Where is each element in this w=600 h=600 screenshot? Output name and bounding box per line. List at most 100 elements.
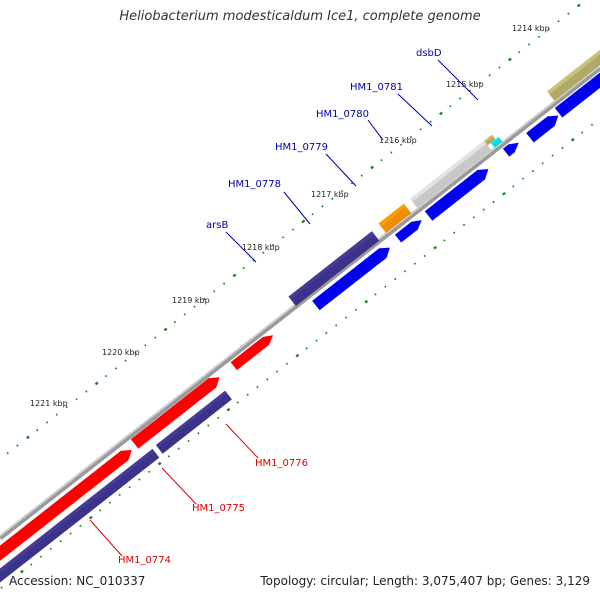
kbp-dot-121 [374, 293, 377, 296]
kbp-dot-17 [65, 405, 68, 409]
gene-orange-1[interactable] [378, 203, 412, 233]
gene-olive-small-body [484, 134, 496, 146]
kbp-dot-104 [207, 424, 210, 427]
gene-gray-1-bevel [410, 140, 487, 202]
kbp-label-1219: 1219 kbp [172, 296, 210, 305]
gene-navy-1-bevel [0, 448, 155, 574]
kbp-dot-56 [449, 105, 452, 108]
kbp-dot-60 [488, 74, 491, 77]
gene-label-HM1_0774[interactable]: HM1_0774 [118, 555, 171, 566]
kbp-dot-89 [59, 539, 62, 543]
kbp-dot-25 [144, 344, 147, 347]
kbp-dot-32 [213, 290, 216, 293]
kbp-dot-98 [148, 470, 151, 474]
kbp-dot-136 [521, 177, 525, 180]
kbp-dot-92 [88, 515, 93, 520]
kbp-dot-100 [167, 455, 171, 458]
gene-blue-6[interactable] [554, 65, 600, 118]
gene-gray-1[interactable] [410, 140, 492, 209]
leader-line-8 [89, 519, 123, 557]
gene-navy-3-body [288, 231, 380, 306]
kbp-dot-23 [124, 359, 127, 362]
kbp-dot-26 [154, 336, 157, 339]
gene-label-HM1_0781[interactable]: HM1_0781 [350, 82, 403, 93]
gene-label-HM1_0778[interactable]: HM1_0778 [228, 179, 281, 190]
gene-red-2[interactable] [130, 377, 220, 449]
kbp-dot-66 [547, 27, 550, 31]
kbp-dot-52 [409, 135, 413, 139]
kbp-dot-141 [570, 137, 575, 142]
kbp-dot-40 [291, 228, 295, 231]
kbp-dot-97 [138, 478, 141, 481]
kbp-dot-88 [49, 547, 53, 551]
kbp-dot-55 [439, 111, 443, 116]
gene-label-dsbD[interactable]: dsbD [416, 48, 442, 59]
gene-navy-2-body [155, 390, 232, 454]
kbp-dot-106 [226, 407, 231, 412]
gene-orange-1-body [378, 203, 412, 233]
kbp-dot-54 [429, 120, 432, 123]
gene-olive-small-bevel [484, 134, 494, 143]
gene-navy-2[interactable] [155, 390, 232, 454]
gene-olive-small[interactable] [484, 134, 496, 146]
gene-cyan-1[interactable] [490, 136, 503, 148]
kbp-dot-122 [384, 285, 387, 288]
kbp-dot-59 [478, 81, 482, 85]
kbp-dot-57 [458, 97, 462, 100]
kbp-dot-49 [380, 158, 383, 162]
kbp-dot-128 [443, 239, 446, 242]
gene-red-3[interactable] [230, 335, 274, 371]
gene-blue-3[interactable] [424, 169, 489, 221]
kbp-dot-133 [492, 200, 495, 204]
leader-line-1 [397, 93, 433, 127]
gene-label-HM1_0775[interactable]: HM1_0775 [192, 503, 245, 514]
kbp-dot-62 [507, 57, 512, 62]
leader-line-7 [161, 467, 197, 505]
kbp-dot-83 [0, 586, 3, 589]
gene-navy-1[interactable] [0, 448, 160, 600]
kbp-dot-53 [419, 128, 422, 131]
kbp-dot-84 [10, 578, 13, 582]
kbp-dot-137 [531, 169, 535, 173]
gene-navy-3[interactable] [288, 231, 380, 306]
kbp-dot-67 [557, 20, 560, 23]
kbp-dot-108 [246, 393, 249, 396]
gene-cyan-1-bevel [490, 136, 500, 145]
kbp-dot-102 [187, 439, 190, 443]
kbp-dot-64 [527, 43, 531, 46]
kbp-label-1214: 1214 kbp [512, 24, 550, 33]
kbp-dot-109 [256, 385, 259, 389]
kbp-dot-111 [275, 370, 279, 373]
gene-label-HM1_0779[interactable]: HM1_0779 [275, 142, 328, 153]
kbp-dot-116 [325, 331, 328, 335]
genome-backbone [0, 66, 600, 540]
kbp-dot-130 [462, 223, 466, 227]
gene-blue-5[interactable] [526, 115, 559, 143]
gene-label-arsB[interactable]: arsB [206, 220, 228, 231]
kbp-dot-101 [177, 447, 180, 450]
kbp-dot-42 [311, 212, 314, 216]
label-leader-lines [89, 59, 479, 557]
gene-red-1[interactable] [0, 450, 132, 589]
kbp-dot-143 [590, 123, 594, 126]
kbp-dot-24 [134, 351, 137, 355]
gene-label-HM1_0780[interactable]: HM1_0780 [316, 109, 369, 120]
gene-label-HM1_0776[interactable]: HM1_0776 [255, 458, 308, 469]
gene-blue-2[interactable] [395, 220, 422, 243]
kbp-dot-94 [108, 501, 112, 504]
gene-blue-3-body [424, 169, 489, 221]
kbp-dot-140 [561, 146, 564, 150]
gene-blue-5-bevel [526, 116, 550, 137]
gene-cyan-1-body [490, 136, 503, 148]
kbp-dot-90 [69, 532, 72, 535]
gene-blue-4[interactable] [503, 142, 519, 157]
kbp-dot-126 [423, 254, 426, 258]
kbp-dot-105 [216, 416, 220, 420]
gene-blue-1[interactable] [312, 247, 390, 311]
gene-navy-2-bevel [155, 390, 228, 448]
kbp-dot-86 [30, 563, 33, 566]
gene-olive-1-bevel [547, 49, 600, 95]
kbp-dot-142 [580, 131, 584, 134]
gene-olive-1[interactable] [547, 48, 600, 101]
kbp-dot-110 [266, 378, 269, 381]
